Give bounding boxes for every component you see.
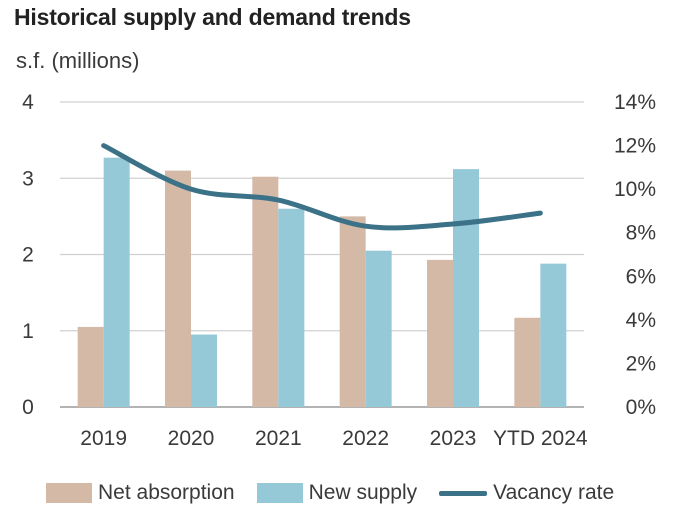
legend: Net absorption New supply Vacancy rate [46,478,636,508]
x-tick-label: YTD 2024 [493,427,588,450]
legend-item-net-absorption: Net absorption [46,481,235,505]
y2-tick-label: 12% [614,135,656,158]
y2-tick-label: 2% [626,352,656,375]
bar-net-absorption [252,176,279,407]
legend-label-new-supply: New supply [308,481,418,504]
legend-swatch-net-absorption [46,483,92,503]
legend-item-vacancy-rate: Vacancy rate [439,481,614,505]
bar-new-supply [453,169,479,407]
bar-new-supply [365,250,392,407]
bar-net-absorption [514,317,541,407]
y2-tick-label: 4% [626,309,656,332]
y-tick-label: 1 [22,320,34,343]
y-tick-label: 2 [22,244,34,267]
bar-net-absorption [339,216,366,407]
x-tick-label: 2020 [168,427,215,450]
y-axis-title: s.f. (millions) [16,48,140,73]
legend-item-new-supply: New supply [256,481,418,505]
x-tick-label: 2022 [342,427,389,450]
legend-label-vacancy-rate: Vacancy rate [493,481,615,504]
y-tick-label: 0 [22,396,34,419]
chart-title: Historical supply and demand trends [14,4,411,30]
legend-swatch-vacancy-rate [439,490,488,496]
legend-swatch-new-supply [256,483,303,503]
legend-label-net-absorption: Net absorption [98,481,235,504]
y2-tick-label: 14% [614,91,656,114]
y2-tick-label: 8% [626,222,656,245]
bar-new-supply [540,263,567,407]
bar-new-supply [191,334,217,407]
line-vacancy-rate [101,143,543,231]
x-tick-label: 2023 [430,427,477,450]
bar-net-absorption [77,326,104,407]
y2-tick-label: 0% [626,396,656,419]
y2-tick-label: 6% [626,265,656,288]
x-tick-label: 2021 [255,427,302,450]
bar-new-supply [278,208,305,407]
y-tick-label: 3 [22,167,34,190]
bar-net-absorption [427,259,453,407]
bar-new-supply [103,157,130,407]
x-tick-label: 2019 [80,427,127,450]
y-tick-label: 4 [22,91,34,114]
bar-net-absorption [165,170,191,407]
y2-tick-label: 10% [614,178,656,201]
